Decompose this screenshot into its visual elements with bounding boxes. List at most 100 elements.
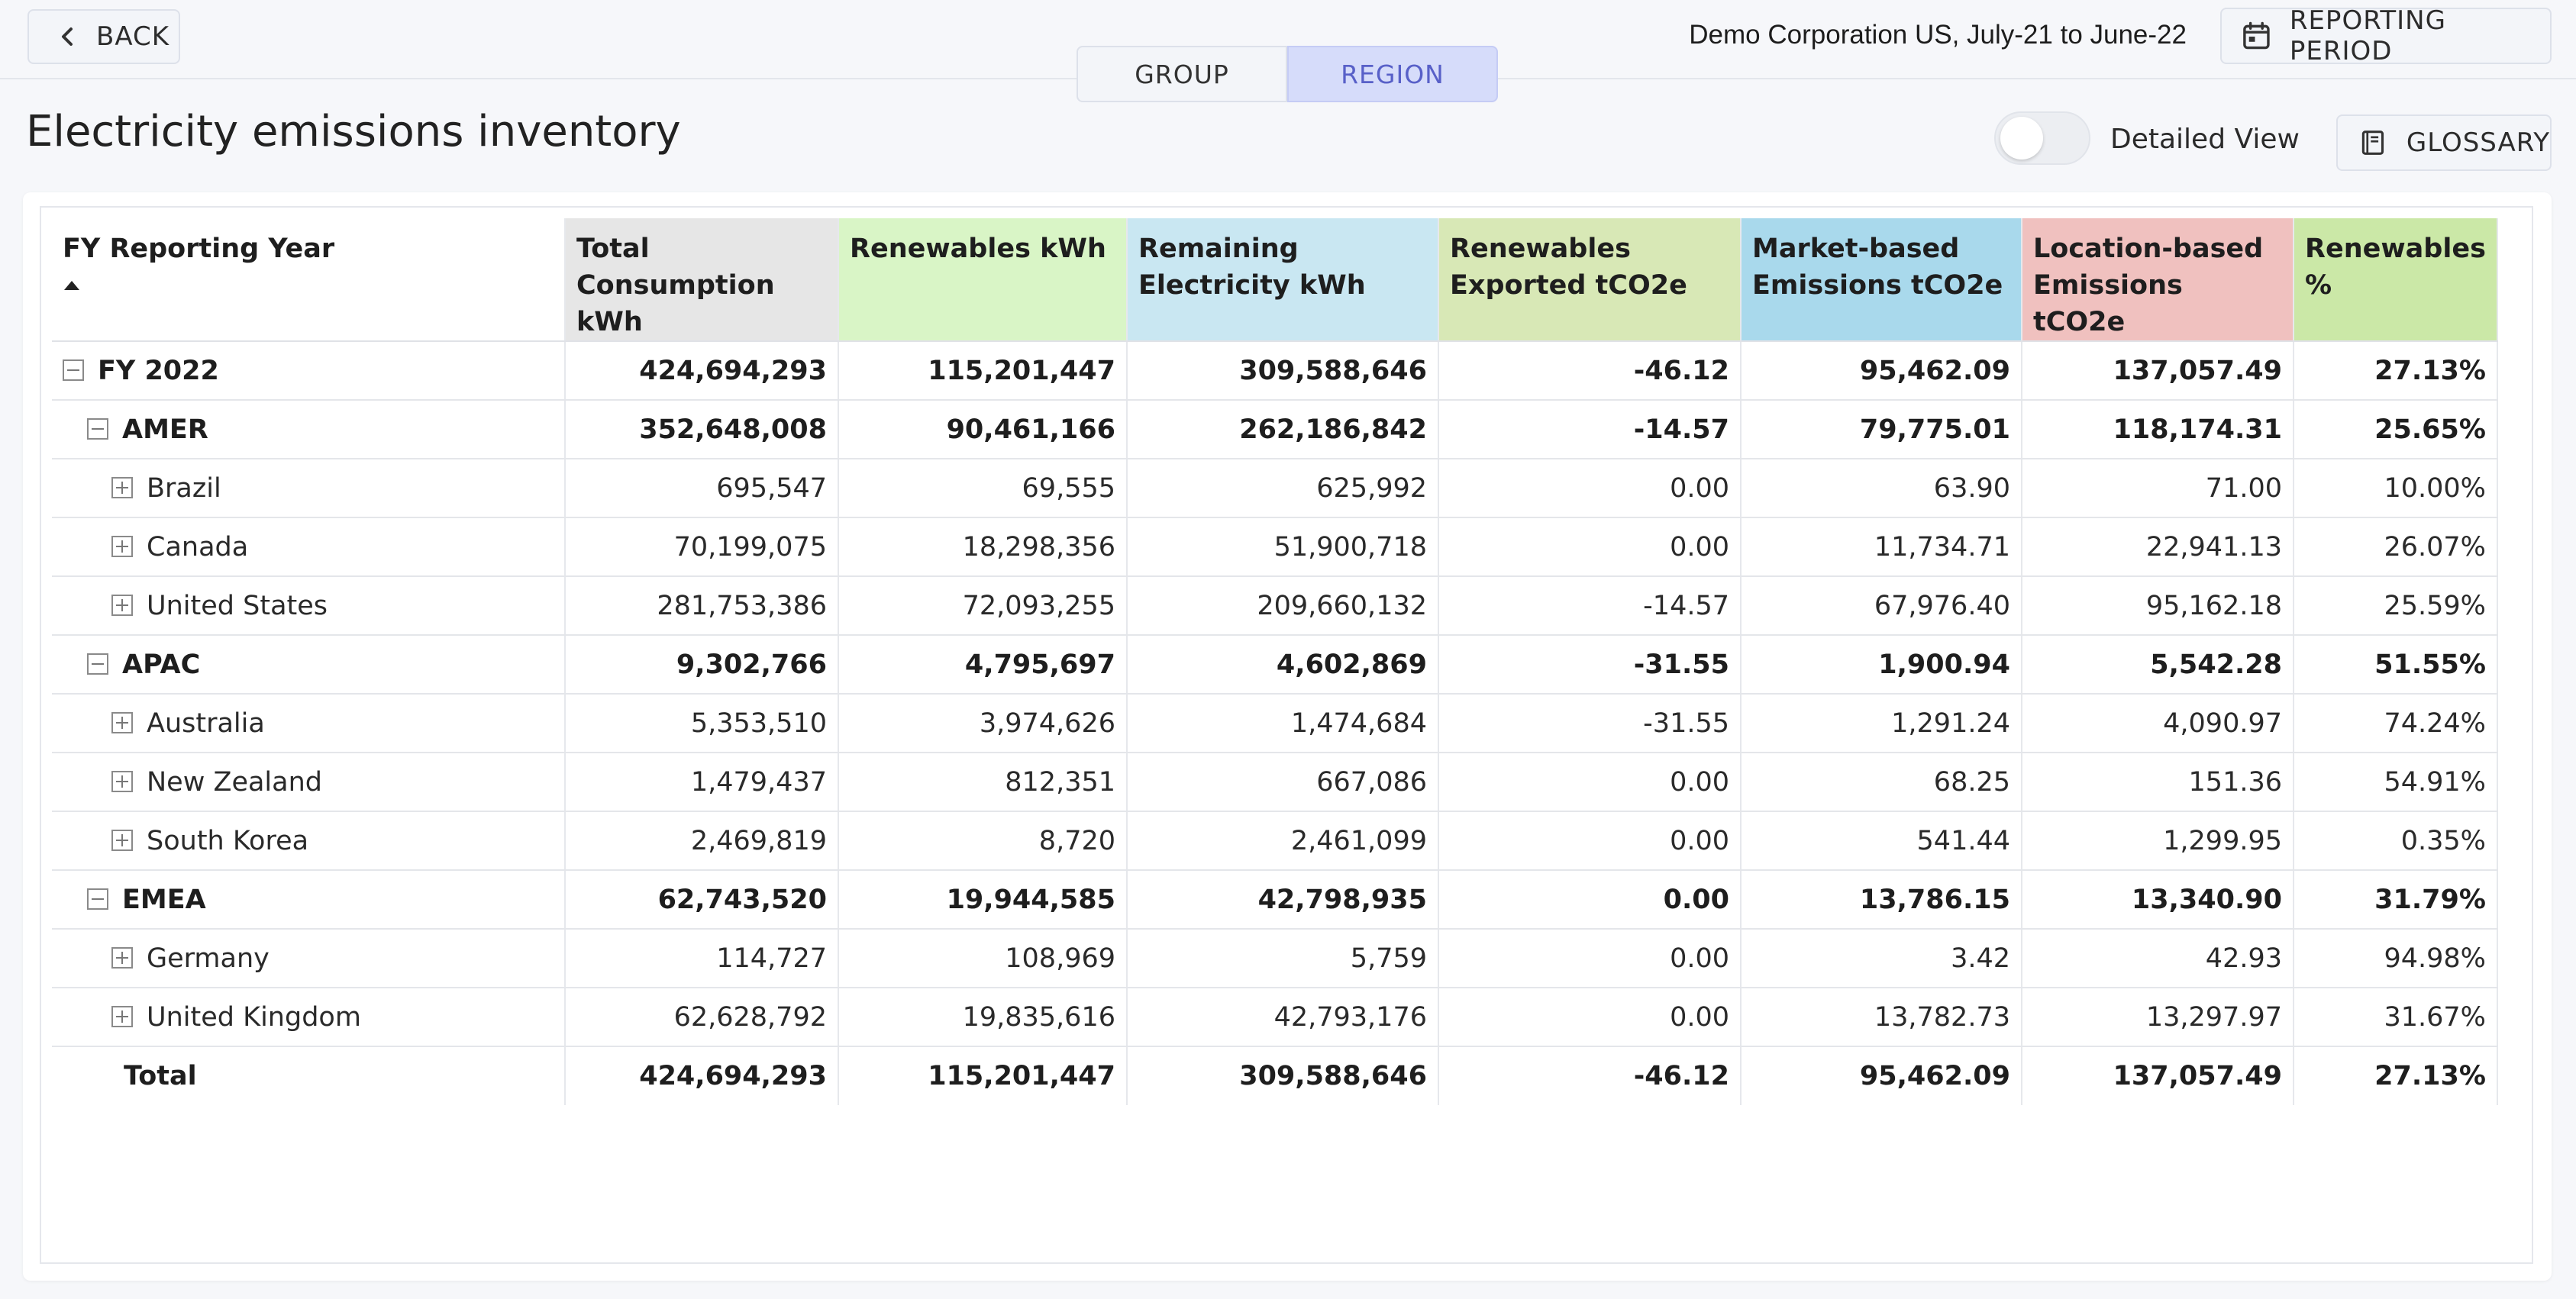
value-cell: 95,162.18 [2022, 576, 2294, 636]
row-label-cell: EMEA [52, 870, 566, 930]
expand-icon[interactable] [111, 1005, 133, 1027]
group-tab[interactable]: GROUP [1077, 46, 1287, 102]
table-row: AMER 352,648,008 90,461,166 262,186,842 -14.… [52, 400, 2498, 459]
row-label-cell: New Zealand [52, 753, 566, 812]
value-cell: 63.90 [1741, 459, 2022, 518]
group-region-toggle: GROUP REGION [1077, 46, 1498, 104]
col-header-fy-year[interactable]: FY Reporting Year [52, 218, 566, 342]
value-cell: 108,969 [838, 929, 1128, 988]
expand-icon[interactable] [111, 711, 133, 733]
value-cell: 5,542.28 [2022, 635, 2294, 695]
row-label: APAC [122, 649, 201, 680]
value-cell: 0.00 [1438, 988, 1742, 1047]
row-label-cell: United Kingdom [52, 988, 566, 1047]
value-cell: 13,297.97 [2022, 988, 2294, 1047]
col-header-total-consumption[interactable]: Total Consumption kWh [565, 218, 839, 342]
sort-ascending-icon[interactable] [64, 281, 79, 290]
row-label: AMER [122, 414, 208, 445]
value-cell: 2,461,099 [1127, 811, 1439, 871]
row-label-cell: Australia [52, 694, 566, 753]
value-cell: -46.12 [1438, 1046, 1742, 1105]
expand-icon[interactable] [111, 535, 133, 557]
table-row: Canada 70,199,075 18,298,356 51,900,718 0.00… [52, 517, 2498, 577]
book-icon [2361, 131, 2384, 155]
row-label: Germany [147, 943, 270, 974]
value-cell: 68.25 [1741, 753, 2022, 812]
value-cell: 62,743,520 [565, 870, 839, 930]
reporting-period-button[interactable]: REPORTING PERIOD [2220, 5, 2552, 66]
value-cell: 51.55% [2294, 635, 2498, 695]
value-cell: 72,093,255 [838, 576, 1128, 636]
expand-icon[interactable] [111, 946, 133, 969]
value-cell: 51,900,718 [1127, 517, 1439, 577]
table-row: Germany 114,727 108,969 5,759 0.00 3.42 42.93 9… [52, 929, 2498, 988]
table-header-row: FY Reporting Year Total Consumption kWh … [52, 218, 2498, 342]
value-cell: 352,648,008 [565, 400, 839, 459]
row-label: South Korea [147, 825, 309, 856]
value-cell: 1,479,437 [565, 753, 839, 812]
value-cell: 31.79% [2294, 870, 2498, 930]
row-label-cell: FY 2022 [52, 341, 566, 401]
value-cell: 8,720 [838, 811, 1128, 871]
value-cell: 0.00 [1438, 811, 1742, 871]
row-label: Total [124, 1061, 197, 1091]
value-cell: 27.13% [2294, 341, 2498, 401]
back-button[interactable]: BACK [27, 9, 180, 64]
value-cell: 115,201,447 [838, 1046, 1128, 1105]
row-label-cell: South Korea [52, 811, 566, 871]
col-header-remaining[interactable]: Remaining Electricity kWh [1127, 218, 1439, 342]
col-header-renewables[interactable]: Renewables kWh [838, 218, 1128, 342]
detailed-view-switch[interactable] [1994, 111, 2090, 165]
value-cell: 71.00 [2022, 459, 2294, 518]
value-cell: 19,835,616 [838, 988, 1128, 1047]
value-cell: 27.13% [2294, 1046, 2498, 1105]
region-tab[interactable]: REGION [1287, 46, 1498, 102]
value-cell: 2,469,819 [565, 811, 839, 871]
col-header-exported[interactable]: Renewables Exported tCO2e [1438, 218, 1742, 342]
expand-icon[interactable] [111, 476, 133, 498]
expand-icon[interactable] [111, 829, 133, 851]
value-cell: 695,547 [565, 459, 839, 518]
value-cell: 13,782.73 [1741, 988, 2022, 1047]
value-cell: 812,351 [838, 753, 1128, 812]
row-label: FY 2022 [98, 355, 219, 386]
collapse-icon[interactable] [87, 888, 108, 910]
col-header-renewables-pct[interactable]: Renewables % [2294, 218, 2498, 342]
value-cell: 0.00 [1438, 870, 1742, 930]
value-cell: 309,588,646 [1127, 341, 1439, 401]
row-label: United Kingdom [147, 1001, 361, 1033]
row-label-cell: United States [52, 576, 566, 636]
value-cell: 19,944,585 [838, 870, 1128, 930]
value-cell: 10.00% [2294, 459, 2498, 518]
value-cell: 62,628,792 [565, 988, 839, 1047]
value-cell: 3,974,626 [838, 694, 1128, 753]
row-label-cell: APAC [52, 635, 566, 695]
value-cell: 137,057.49 [2022, 341, 2294, 401]
value-cell: 1,299.95 [2022, 811, 2294, 871]
expand-icon[interactable] [111, 594, 133, 616]
glossary-button[interactable]: GLOSSARY [2336, 114, 2552, 171]
value-cell: 137,057.49 [2022, 1046, 2294, 1105]
value-cell: 42.93 [2022, 929, 2294, 988]
calendar-icon [2243, 21, 2270, 50]
switch-knob [2000, 117, 2043, 160]
inventory-card: FY Reporting Year Total Consumption kWh … [23, 192, 2552, 1281]
value-cell: 5,759 [1127, 929, 1439, 988]
value-cell: 4,602,869 [1127, 635, 1439, 695]
value-cell: 95,462.09 [1741, 1046, 2022, 1105]
value-cell: 74.24% [2294, 694, 2498, 753]
col-header-market-based[interactable]: Market-based Emissions tCO2e [1741, 218, 2022, 342]
table-row: APAC 9,302,766 4,795,697 4,602,869 -31.55 1,9… [52, 635, 2498, 695]
value-cell: 94.98% [2294, 929, 2498, 988]
page-title: Electricity emissions inventory [26, 107, 681, 156]
collapse-icon[interactable] [87, 653, 108, 675]
row-label: Canada [147, 531, 249, 562]
collapse-icon[interactable] [63, 359, 84, 381]
table-row: United Kingdom 62,628,792 19,835,616 42,793… [52, 988, 2498, 1047]
collapse-icon[interactable] [87, 417, 108, 440]
expand-icon[interactable] [111, 770, 133, 792]
value-cell: 5,353,510 [565, 694, 839, 753]
value-cell: 0.35% [2294, 811, 2498, 871]
value-cell: -14.57 [1438, 400, 1742, 459]
col-header-location-based[interactable]: Location-based Emissions tCO2e [2022, 218, 2294, 342]
